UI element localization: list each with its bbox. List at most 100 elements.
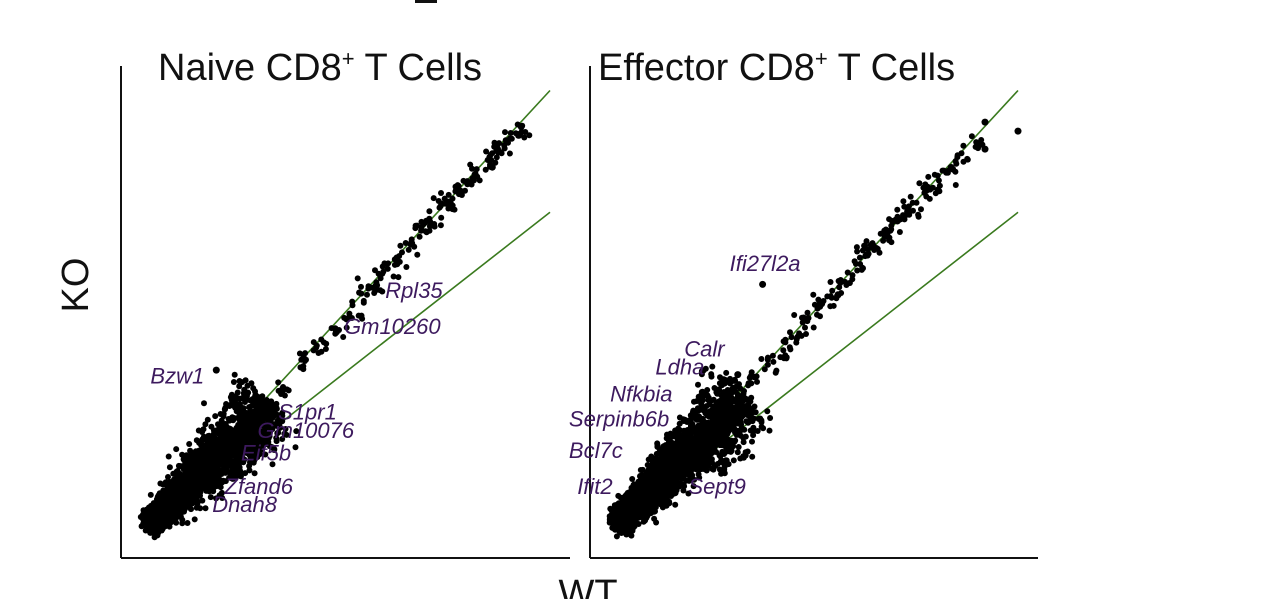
data-point <box>270 405 277 412</box>
data-point <box>147 491 154 498</box>
data-point <box>233 429 240 436</box>
data-point <box>502 129 508 136</box>
data-point <box>296 350 303 357</box>
data-point <box>709 363 716 370</box>
data-point <box>152 502 159 509</box>
data-point <box>184 520 191 526</box>
data-point <box>749 453 756 460</box>
data-point <box>227 452 234 459</box>
data-point <box>297 364 304 371</box>
data-point <box>228 391 235 398</box>
data-point <box>470 176 477 183</box>
data-point <box>313 342 320 349</box>
data-point <box>196 458 203 465</box>
data-point <box>226 403 233 409</box>
data-point <box>629 476 636 482</box>
data-point <box>202 421 209 428</box>
data-point <box>186 441 193 447</box>
data-point <box>396 258 403 265</box>
data-point <box>430 195 437 202</box>
data-point <box>416 233 423 240</box>
data-point <box>384 265 391 272</box>
data-point <box>737 432 744 439</box>
data-point <box>217 428 224 435</box>
data-point <box>178 496 185 503</box>
data-point <box>220 436 227 443</box>
data-point <box>449 202 456 209</box>
data-point <box>356 289 363 296</box>
data-point <box>354 275 361 282</box>
data-point <box>323 340 330 347</box>
data-point <box>246 424 253 430</box>
data-point <box>208 467 215 474</box>
data-point <box>184 472 191 479</box>
data-point <box>157 501 164 508</box>
data-point <box>449 195 456 202</box>
gene-label: Gm10260 <box>344 314 441 339</box>
data-point <box>278 391 285 397</box>
data-point <box>293 428 300 435</box>
data-point <box>231 415 238 422</box>
data-point <box>217 411 224 417</box>
data-point <box>231 458 238 465</box>
data-point <box>412 225 419 232</box>
panel-title-effector: Effector CD8+ T Cells <box>598 46 955 89</box>
data-point <box>239 379 246 386</box>
data-point <box>508 135 515 142</box>
data-point <box>414 251 421 258</box>
data-point <box>275 379 282 386</box>
data-point <box>167 479 174 485</box>
data-point <box>613 533 620 540</box>
data-point <box>190 452 196 459</box>
data-point <box>458 187 464 194</box>
data-point <box>438 214 445 221</box>
data-point <box>282 426 289 432</box>
gene-label: Bzw1 <box>150 364 204 389</box>
panel-effector: Effector CD8+ T Cells Ifi27l2aCalrLdhaNf… <box>569 46 1038 559</box>
data-point <box>691 398 697 405</box>
data-point <box>615 492 622 499</box>
data-point <box>249 411 256 418</box>
data-point <box>181 481 188 487</box>
data-point <box>157 508 164 515</box>
data-point <box>360 297 367 304</box>
data-point <box>653 450 660 457</box>
data-point <box>153 514 160 521</box>
data-point <box>336 327 342 333</box>
data-point <box>379 263 386 270</box>
data-point <box>322 346 329 352</box>
data-point <box>228 446 235 453</box>
data-point <box>372 267 378 274</box>
data-point <box>177 508 184 515</box>
data-point <box>188 463 195 470</box>
data-point <box>427 222 434 229</box>
points-effector <box>606 118 1022 540</box>
data-point <box>190 482 197 489</box>
data-point <box>211 476 218 483</box>
data-point <box>158 522 165 528</box>
data-point <box>750 424 757 431</box>
data-point <box>426 208 433 215</box>
data-point <box>766 427 773 434</box>
data-point <box>694 415 701 421</box>
data-point <box>476 177 483 184</box>
data-point <box>742 395 749 402</box>
data-point <box>203 472 210 479</box>
data-point <box>301 358 308 364</box>
data-point <box>180 466 187 473</box>
data-point <box>365 283 372 290</box>
data-point <box>742 433 749 440</box>
data-point <box>437 222 444 229</box>
data-point <box>269 461 276 468</box>
data-point <box>189 471 196 478</box>
data-point <box>397 242 404 249</box>
data-point <box>695 381 701 388</box>
data-point <box>241 386 248 393</box>
data-point <box>179 520 186 527</box>
data-point <box>193 437 200 444</box>
gene-label: Dnah8 <box>212 492 278 517</box>
data-point <box>242 399 248 405</box>
data-point <box>749 438 755 445</box>
data-point <box>231 467 238 474</box>
outlier-point <box>192 492 200 500</box>
